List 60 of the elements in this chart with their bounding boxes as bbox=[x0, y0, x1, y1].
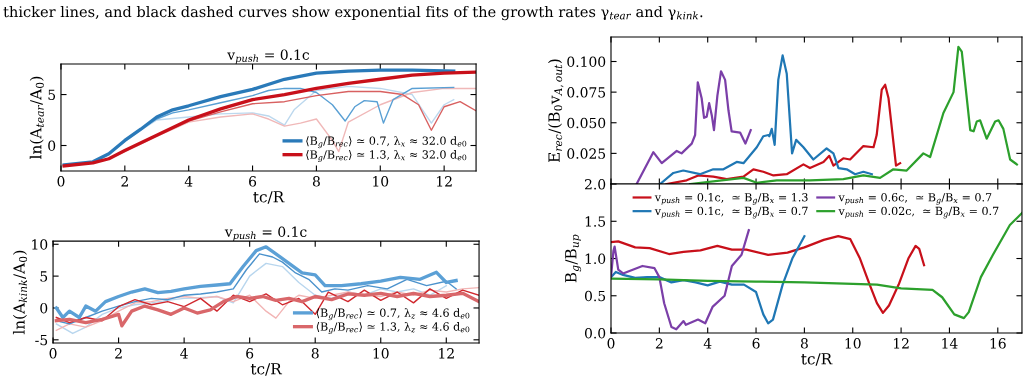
line-series bbox=[611, 235, 806, 325]
x-tick-label: 0 bbox=[607, 338, 615, 349]
y-tick-label: 0.100 bbox=[567, 56, 606, 67]
x-tick-label: 2 bbox=[115, 348, 122, 359]
x-axis-title: tc/R bbox=[253, 191, 285, 204]
line-series bbox=[635, 70, 752, 184]
legend-label: v$_{push}$ = 0.6c, ≃ B$_{g}$/B$_{x}$ = 0.7 bbox=[838, 193, 992, 205]
y-tick-label: 10 bbox=[32, 239, 48, 250]
x-tick-label: 6 bbox=[246, 348, 254, 359]
x-tick-label: 12 bbox=[439, 348, 454, 359]
y-tick-label: 5 bbox=[48, 89, 56, 101]
line-series bbox=[611, 235, 926, 314]
y-tick-label: -5 bbox=[35, 334, 48, 346]
x-tick-label: 8 bbox=[311, 348, 319, 359]
x-tick-label: 6 bbox=[752, 338, 760, 349]
x-tick-label: 14 bbox=[942, 338, 958, 349]
legend-label: ⟨B$_{g}$/B$_{rec}$⟩ ≃ 0.7, λ$_{x}$ ≈ 32.0 d$_{e0}$ bbox=[306, 136, 467, 149]
x-tick-label: 4 bbox=[180, 348, 188, 359]
y-tick-label: 5 bbox=[40, 271, 48, 282]
y-axis-title: ln(A$_{tear}$/A$_{0}$) bbox=[29, 76, 44, 159]
legend-label: v$_{push}$ = 0.1c, ≃ B$_{g}$/B$_{x}$ = 1.3 bbox=[654, 193, 808, 205]
x-tick-label: 8 bbox=[800, 338, 808, 349]
legend-label: ⟨B$_{g}$/B$_{rec}$⟩ ≃ 1.3, λ$_{z}$ ≈ 4.6 d$_{e0}$ bbox=[316, 322, 470, 334]
chart-title: v$_{push}$ = 0.1c bbox=[227, 49, 310, 64]
x-tick-label: 12 bbox=[893, 338, 909, 349]
line-series bbox=[55, 262, 447, 335]
text: thicker lines, and black dashed curves show exponential fits of the growth rates γ$_{tear}$ and γ$_{kink}$. bbox=[3, 5, 703, 21]
chart-title: v$_{push}$ = 0.1c bbox=[224, 226, 307, 241]
legend-label: ⟨B$_{g}$/B$_{rec}$⟩ ≃ 1.3, λ$_{x}$ ≈ 32.0 d$_{e0}$ bbox=[306, 149, 467, 162]
x-tick-label: 16 bbox=[990, 338, 1006, 349]
y-tick-label: 0.0 bbox=[584, 327, 606, 339]
y-axis-title: B$_{g}$/B$_{up}$ bbox=[565, 234, 582, 283]
y-axis-title: ln(A$_{kink}$/A$_{0}$) bbox=[12, 250, 28, 335]
y-tick-label: 1.0 bbox=[585, 253, 606, 264]
legend-label: v$_{push}$ = 0.1c, ≃ B$_{g}$/B$_{x}$ = 0.7 bbox=[654, 206, 808, 219]
y-tick-label: 1.5 bbox=[585, 216, 606, 227]
x-tick-label: 2 bbox=[121, 176, 128, 187]
x-tick-label: 10 bbox=[373, 348, 389, 359]
line-series bbox=[658, 54, 873, 184]
x-tick-label: 2 bbox=[655, 338, 663, 349]
x-tick-label: 8 bbox=[312, 176, 320, 187]
x-tick-label: 10 bbox=[373, 176, 389, 187]
y-tick-label: 0.025 bbox=[567, 148, 606, 159]
y-tick-label: 2.0 bbox=[584, 179, 606, 190]
x-tick-label: 6 bbox=[249, 176, 257, 187]
x-axis-title: tc/R bbox=[801, 353, 833, 366]
legend-label: ⟨B$_{g}$/B$_{rec}$⟩ ≃ 0.7, λ$_{z}$ ≈ 4.6 d$_{e0}$ bbox=[316, 308, 470, 321]
y-tick-label: 0.050 bbox=[567, 117, 606, 129]
y-tick-label: 0.075 bbox=[567, 87, 606, 98]
line-series bbox=[611, 229, 750, 331]
x-tick-label: 10 bbox=[845, 338, 861, 349]
y-tick-label: 0 bbox=[40, 302, 48, 314]
y-tick-label: 0.5 bbox=[584, 290, 606, 302]
y-axis-title: E$_{rec}$/(B$_{0}$v$_{A,out}$) bbox=[548, 59, 564, 163]
x-tick-label: 12 bbox=[436, 176, 452, 187]
x-tick-label: 4 bbox=[703, 338, 712, 349]
x-axis-title: tc/R bbox=[250, 363, 283, 376]
legend-label: v$_{push}$ = 0.02c, ≃ B$_{g}$/B$_{x}$ = 0.7 bbox=[838, 206, 999, 219]
x-tick-label: 0 bbox=[57, 176, 65, 187]
x-tick-label: 4 bbox=[184, 176, 193, 187]
